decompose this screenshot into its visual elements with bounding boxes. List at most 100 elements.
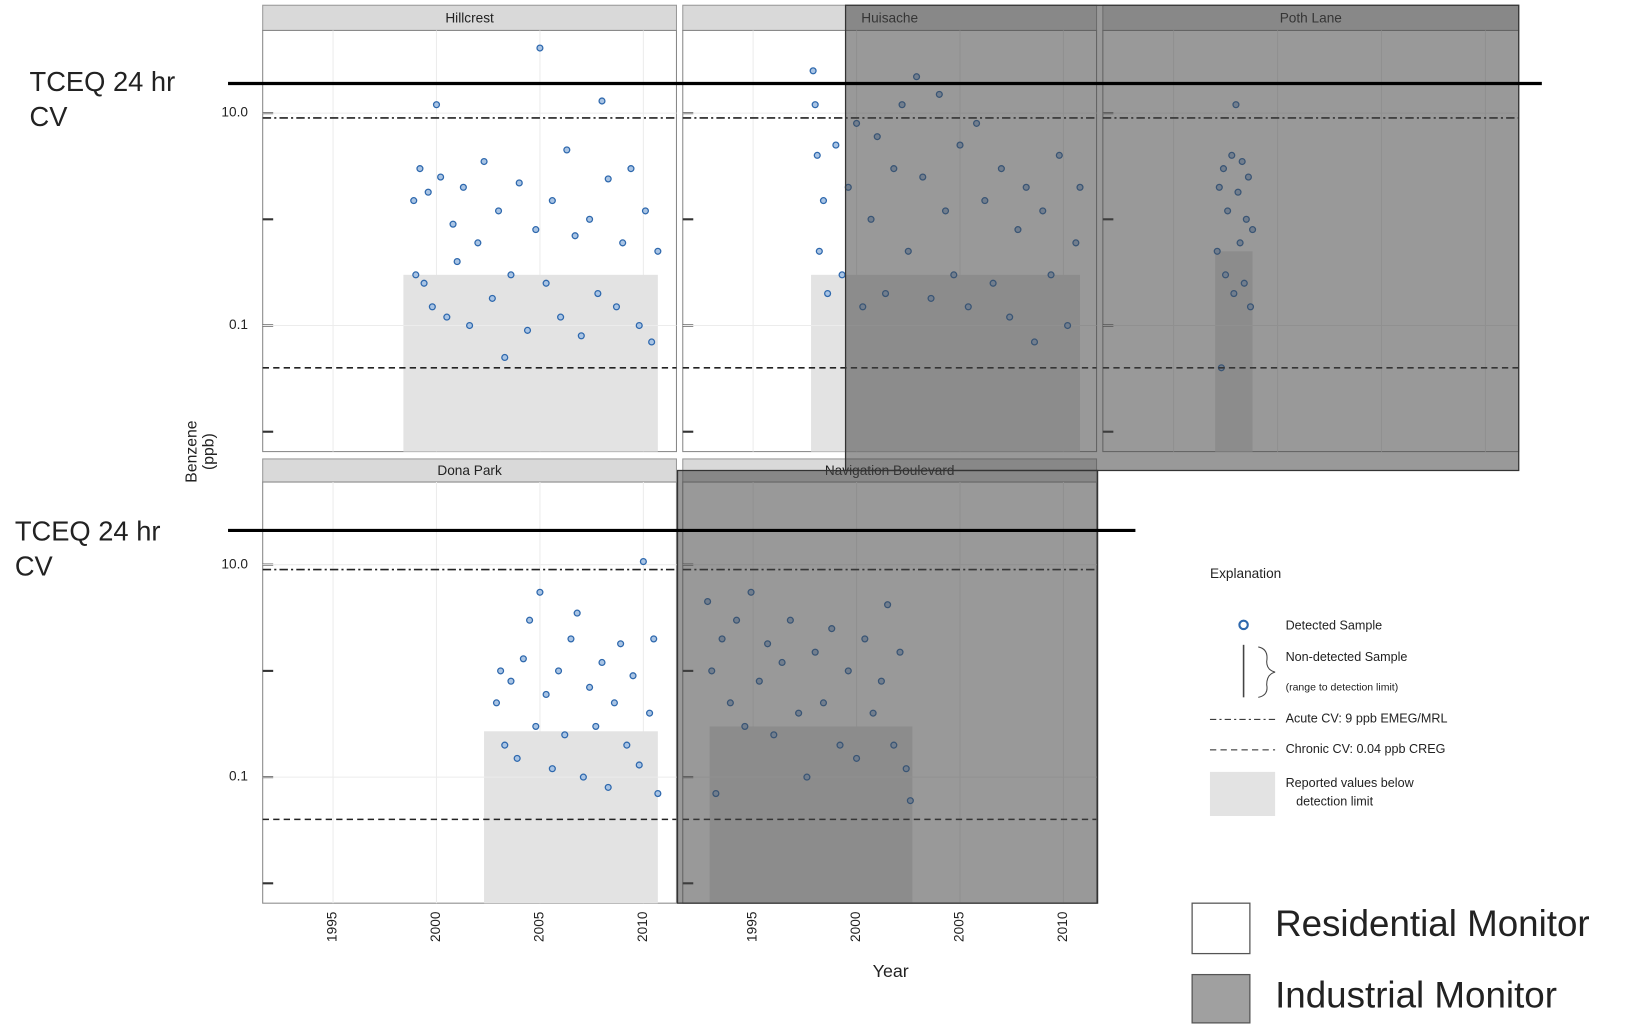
detected-sample <box>501 741 509 749</box>
detected-sample <box>598 97 606 105</box>
detected-sample <box>563 146 571 154</box>
detected-sample <box>548 197 556 205</box>
detected-sample <box>542 690 550 699</box>
detected-sample <box>813 151 821 159</box>
industrial-overlay <box>676 469 1099 904</box>
detected-sample <box>604 783 612 791</box>
detected-sample <box>639 557 647 566</box>
annotation-text: TCEQ 24 hr <box>15 516 161 547</box>
legend-item: Reported values below <box>1286 776 1415 790</box>
detected-sample <box>619 239 627 247</box>
detected-sample <box>561 731 569 739</box>
detected-sample <box>507 271 515 279</box>
detected-sample <box>617 640 625 648</box>
x-tick-label: 2005 <box>532 911 547 942</box>
detected-sample <box>557 313 565 321</box>
annotation-text: CV <box>15 550 54 581</box>
key-label: Industrial Monitor <box>1275 974 1557 1015</box>
detected-sample <box>838 271 846 279</box>
detected-sample <box>536 588 544 596</box>
detected-sample <box>811 101 819 109</box>
detected-sample <box>586 215 594 223</box>
detected-sample <box>571 232 579 240</box>
detected-sample <box>554 667 563 675</box>
panel-title: Hillcrest <box>445 11 494 26</box>
legend-item: Chronic CV: 0.04 ppb CREG <box>1286 742 1446 756</box>
detected-sample <box>443 313 451 321</box>
detected-sample <box>424 188 432 196</box>
detected-sample <box>449 220 457 228</box>
detected-sample <box>586 683 594 691</box>
panel-header <box>262 4 677 31</box>
detected-sample <box>466 321 474 330</box>
legend-item: Non-detected Sample <box>1286 650 1408 664</box>
legend-brace <box>1258 646 1276 698</box>
detected-sample <box>646 709 654 717</box>
x-tick-label: 2005 <box>952 911 967 942</box>
legend: Explanation Detected Sample Non-detected… <box>1209 566 1448 817</box>
detected-sample <box>480 157 488 166</box>
legend-symbol <box>1238 619 1249 631</box>
y-axis-label: (ppb) <box>200 433 217 470</box>
detected-sample <box>815 247 823 255</box>
y-axis-label: Benzene <box>183 420 200 482</box>
detected-sample <box>573 609 581 617</box>
monitor-key: Residential Monitor Industrial Monitor <box>1191 902 1590 1024</box>
x-tick-label: 2010 <box>1055 911 1070 942</box>
x-axis-label: Year <box>873 961 909 981</box>
x-tick-label: 2000 <box>428 911 443 942</box>
detected-sample <box>459 183 467 191</box>
detected-sample <box>410 197 418 205</box>
annotation-text: TCEQ 24 hr <box>30 66 176 97</box>
detected-sample <box>515 179 523 187</box>
detected-sample <box>824 289 832 298</box>
detected-sample <box>523 326 532 334</box>
detected-sample <box>567 635 575 643</box>
detected-sample <box>832 141 840 149</box>
detected-sample <box>532 722 540 730</box>
detected-sample <box>453 257 461 266</box>
detected-sample <box>542 279 550 287</box>
non-detect-range <box>484 731 658 904</box>
detected-sample <box>412 271 420 279</box>
detected-sample <box>507 677 515 685</box>
detected-sample <box>579 773 587 781</box>
detected-sample <box>604 175 612 183</box>
detected-sample <box>474 239 482 247</box>
key-label: Residential Monitor <box>1275 903 1590 944</box>
detected-sample <box>648 338 656 346</box>
legend-item: Acute CV: 9 ppb EMEG/MRL <box>1286 712 1448 726</box>
detected-sample <box>432 101 441 109</box>
detected-sample <box>635 321 643 330</box>
detected-sample <box>513 754 521 762</box>
industrial-overlay <box>844 4 1520 472</box>
detected-sample <box>492 699 501 707</box>
detected-sample <box>654 789 662 798</box>
detected-sample <box>437 173 445 181</box>
panel-title: Dona Park <box>437 463 502 478</box>
x-tick-label: 2000 <box>848 911 863 942</box>
detected-sample <box>819 197 828 205</box>
detected-sample <box>654 247 662 255</box>
key-swatch <box>1191 973 1251 1024</box>
key-swatch <box>1191 902 1251 955</box>
detected-sample <box>598 658 606 667</box>
legend-item: Detected Sample <box>1286 618 1383 632</box>
y-tick-label: 10.0 <box>221 556 248 571</box>
x-tick-label: 1995 <box>325 911 340 942</box>
detected-sample <box>501 353 509 362</box>
detected-sample <box>416 165 424 173</box>
detected-sample <box>497 667 505 675</box>
detected-sample <box>577 332 585 340</box>
x-tick-label: 1995 <box>745 911 760 942</box>
detected-sample <box>519 655 527 663</box>
y-tick-label: 0.1 <box>229 317 248 332</box>
detected-sample <box>428 303 436 311</box>
x-tick-label: 2010 <box>635 911 650 942</box>
detected-sample <box>635 761 643 769</box>
detected-sample <box>610 699 618 707</box>
detected-sample <box>488 294 496 302</box>
detected-sample <box>592 722 600 730</box>
